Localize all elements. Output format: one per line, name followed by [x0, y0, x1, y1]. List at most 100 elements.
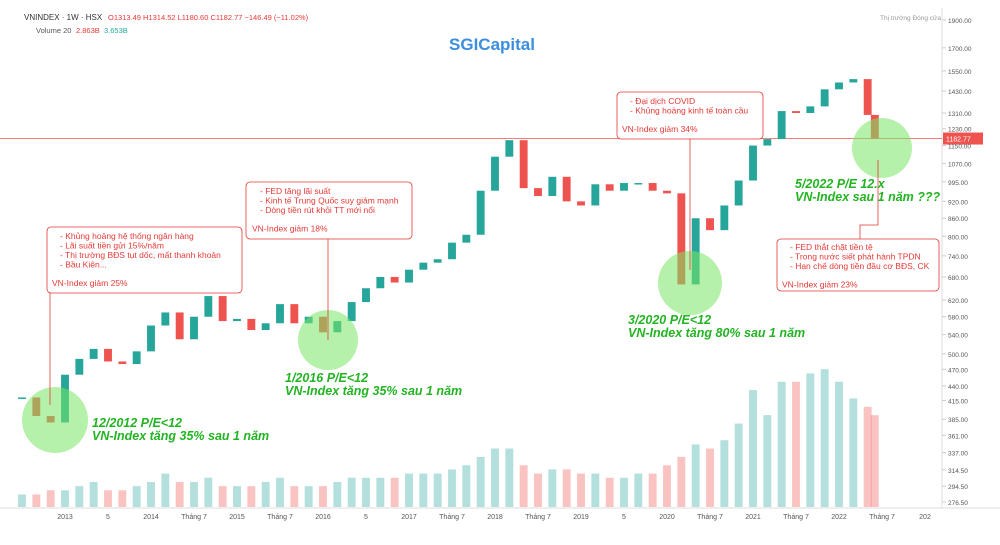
- highlight-title: 1/2016 P/E<12: [285, 371, 368, 385]
- annotation-result: VN-Index giảm 25%: [52, 278, 128, 288]
- annotation-item: - Đại dịch COVID: [630, 96, 695, 106]
- volume-bar: [820, 369, 829, 507]
- volume-bar: [663, 465, 671, 507]
- ohlc: O1313.49 H1314.52 L1180.60 C1182.77 −146…: [108, 13, 309, 22]
- x-tick-label: 2022: [831, 514, 847, 521]
- x-tick-label: 5: [364, 514, 368, 521]
- volume-bar: [806, 373, 815, 507]
- price-candle: [734, 180, 743, 206]
- annotation-item: - Trong nước siết phát hành TPDN: [790, 252, 921, 262]
- price-candle: [605, 184, 614, 191]
- price-candle: [648, 183, 657, 191]
- price-candle: [233, 318, 241, 322]
- annotation-item: - Thị trường BĐS tụt dốc, mất thanh khoả…: [60, 250, 221, 260]
- price-candle: [691, 218, 700, 285]
- volume-bar: [419, 473, 428, 507]
- volume-bar: [161, 473, 170, 507]
- price-candle: [505, 140, 514, 157]
- highlight-text: VN-Index tăng 35% sau 1 năm: [285, 384, 462, 398]
- volume-bar: [132, 486, 141, 507]
- price-candle: [792, 111, 800, 113]
- volume-value: 2.863B: [76, 26, 100, 35]
- volume-bar: [118, 490, 127, 507]
- price-candle: [476, 190, 485, 235]
- volume-bar: [147, 481, 155, 507]
- volume-bar: [462, 465, 471, 507]
- volume-bar: [491, 448, 499, 507]
- y-tick-label: 920.00: [948, 199, 968, 206]
- price-candle: [405, 269, 413, 283]
- y-tick-label: 385.00: [948, 417, 968, 424]
- price-candle: [519, 140, 528, 189]
- volume-bar: [46, 490, 55, 507]
- x-tick-label: 2013: [57, 514, 73, 521]
- y-tick-label: 1310.00: [948, 111, 972, 118]
- volume-bar: [591, 473, 600, 507]
- price-candle: [362, 288, 370, 303]
- volume-bar: [863, 406, 872, 507]
- price-candle: [634, 183, 643, 185]
- volume-bar: [362, 477, 370, 507]
- annotation-box: [46, 226, 243, 294]
- volume-bar: [648, 473, 657, 507]
- price-candle: [190, 316, 198, 340]
- price-candle: [835, 82, 843, 90]
- volume-bar: [734, 423, 743, 507]
- highlight-circle: [852, 118, 912, 178]
- price-candle: [290, 304, 299, 324]
- volume-bar: [577, 473, 585, 507]
- annotation-result: VN-Index giảm 34%: [622, 124, 698, 134]
- volume-bar: [870, 415, 879, 507]
- volume-bar: [476, 456, 485, 507]
- volume-value: 3.653B: [104, 26, 128, 35]
- y-tick-label: 276.50: [948, 500, 968, 507]
- price-candle: [18, 397, 26, 399]
- annotation-item: - Khủng hoảng hệ thống ngân hàng: [60, 231, 194, 241]
- x-tick-label: Tháng 7: [783, 514, 809, 521]
- volume-bar: [376, 477, 385, 507]
- x-tick-label: 2020: [659, 514, 675, 521]
- volume-bar: [333, 481, 342, 507]
- x-tick-label: 2017: [401, 514, 417, 521]
- x-tick-label: Tháng 7: [869, 514, 895, 521]
- title: SGICapital: [449, 35, 535, 54]
- price-candle: [763, 139, 772, 146]
- price-candle: [491, 156, 499, 191]
- price-candle: [89, 348, 98, 359]
- volume-bar: [605, 477, 614, 507]
- y-tick-label: 1900.00: [948, 18, 972, 25]
- pointer: [859, 160, 879, 239]
- x-tick-label: 2016: [315, 514, 331, 521]
- y-tick-label: 1430.00: [948, 89, 972, 96]
- annotation-item: - Kinh tế Trung Quốc suy giảm mạnh: [260, 196, 399, 206]
- x-tick-label: Tháng 7: [439, 514, 465, 521]
- symbol: VNINDEX · 1W · HSX: [24, 13, 103, 22]
- price-candle: [663, 190, 671, 194]
- price-candle: [247, 318, 256, 331]
- y-tick-label: 680.00: [948, 275, 968, 282]
- annotation-item: - Dòng tiền rút khỏi TT mới nổi: [260, 205, 375, 215]
- price-candle: [161, 312, 170, 326]
- y-tick-label: 800.00: [948, 234, 968, 241]
- volume-bar: [89, 481, 98, 507]
- y-tick-label: 860.00: [948, 216, 968, 223]
- y-tick-label: 337.00: [948, 451, 968, 458]
- volume-bar: [562, 469, 571, 507]
- price-candle: [276, 304, 284, 324]
- y-tick-label: 1150.00: [948, 144, 971, 151]
- highlight-circle: [658, 251, 722, 315]
- volume-bar: [777, 381, 786, 507]
- annotation-item: - Khủng hoảng kinh tế toàn cầu: [630, 106, 748, 116]
- price-candle: [462, 234, 471, 243]
- price-candle: [204, 296, 213, 317]
- price-candle: [677, 193, 686, 285]
- volume-bar: [706, 448, 714, 507]
- price-candle: [218, 296, 227, 322]
- price-candle: [104, 348, 112, 362]
- volume-bar: [319, 486, 327, 507]
- volume-bar: [405, 473, 413, 507]
- y-tick-label: 314.50: [948, 468, 968, 475]
- annotation-box: [776, 238, 940, 292]
- volume-bar: [204, 477, 213, 507]
- y-tick-label: 294.50: [948, 484, 968, 491]
